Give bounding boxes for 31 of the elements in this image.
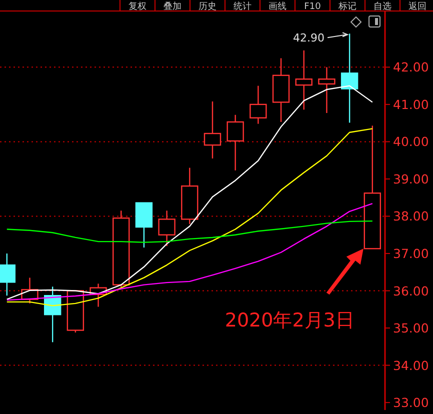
candlestick	[295, 50, 312, 110]
y-tick-label: 33.00	[393, 395, 429, 410]
text: 复权	[128, 1, 146, 12]
text: 历史	[198, 1, 216, 12]
candlestick	[204, 100, 222, 160]
y-tick-label: 35.00	[393, 320, 429, 336]
candlestick	[226, 114, 244, 171]
line-series	[6, 220, 373, 243]
y-tick-label: 39.00	[393, 171, 429, 186]
y-tick-label: 41.00	[393, 96, 429, 112]
y-tick-label: 36.00	[393, 283, 429, 298]
candlestick	[158, 210, 176, 247]
annotation: 42.90	[293, 32, 325, 45]
text: 自选	[374, 1, 392, 12]
y-tick-label: 37.00	[393, 246, 429, 261]
candlestick	[340, 33, 358, 124]
candlestick	[250, 85, 267, 124]
annotation: 2020年2月3日	[224, 310, 354, 332]
y-tick-label: 40.00	[393, 134, 429, 150]
text: 统计	[234, 1, 252, 12]
text: 返回	[408, 1, 426, 12]
y-tick-label: 42.00	[393, 60, 429, 75]
y-tick-label: 34.00	[393, 358, 429, 373]
text: 画线	[268, 1, 286, 12]
y-tick-label: 38.00	[393, 208, 429, 224]
text: F10	[304, 2, 322, 12]
candlestick	[318, 66, 336, 114]
text: 标记	[338, 1, 356, 12]
text: 叠加	[164, 1, 182, 12]
candlestick	[181, 167, 198, 225]
candlestick	[272, 58, 290, 123]
